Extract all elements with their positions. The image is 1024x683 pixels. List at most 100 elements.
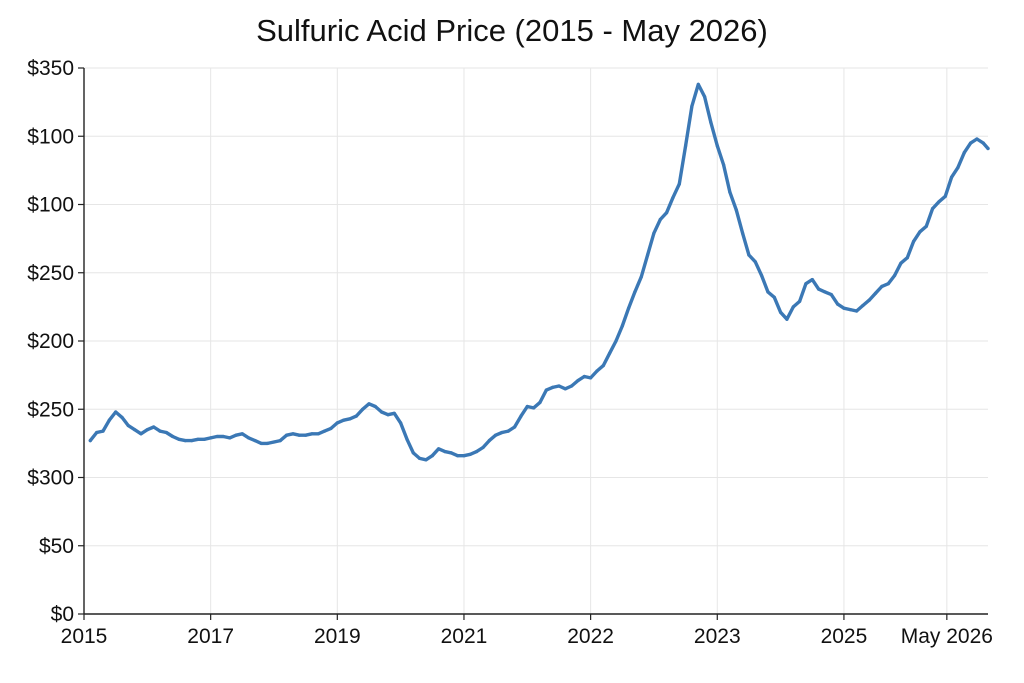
data-point-0-106 (760, 273, 764, 278)
x-tick-label-5: 2023 (694, 625, 741, 648)
data-point-0-124 (874, 291, 878, 295)
data-point-0-97 (703, 95, 707, 99)
data-point-0-4 (114, 410, 118, 414)
series-layer (88, 82, 990, 462)
data-point-0-104 (747, 253, 751, 257)
y-tick-label-6: $100 (27, 194, 74, 217)
data-point-0-26 (253, 439, 257, 443)
data-point-0-53 (424, 458, 428, 462)
x-tick-label-6: 2025 (821, 625, 868, 648)
data-point-0-20 (215, 434, 219, 439)
data-point-0-67 (513, 425, 517, 429)
data-point-0-70 (532, 406, 536, 410)
data-point-0-90 (658, 217, 662, 222)
data-point-0-123 (867, 298, 871, 302)
data-point-0-92 (671, 196, 675, 200)
data-point-0-5 (120, 415, 124, 419)
y-axis-ticks: $0 $50 $300 $250 $200 $250 $100 $100 $350 (27, 57, 84, 626)
data-point-0-102 (734, 208, 738, 212)
data-point-0-12 (164, 430, 168, 435)
data-point-0-93 (677, 182, 681, 186)
data-point-0-61 (475, 450, 479, 454)
data-point-0-63 (487, 439, 491, 443)
data-point-0-133 (931, 207, 935, 211)
x-tick-label-2: 2019 (314, 625, 361, 648)
data-point-0-28 (266, 441, 270, 445)
data-point-0-89 (652, 231, 656, 235)
data-point-0-46 (380, 410, 384, 414)
data-point-0-79 (589, 376, 593, 380)
data-point-0-59 (462, 454, 466, 458)
data-point-0-105 (753, 260, 757, 264)
data-point-0-111 (791, 305, 795, 309)
data-point-0-43 (361, 407, 365, 411)
gridlines (84, 67, 988, 614)
data-point-0-42 (354, 414, 358, 418)
data-point-0-119 (842, 306, 846, 310)
data-point-0-8 (139, 432, 143, 436)
data-point-0-58 (456, 454, 460, 458)
x-tick-label-4: 2022 (567, 625, 614, 648)
data-point-0-96 (696, 82, 700, 86)
data-point-0-103 (741, 231, 745, 235)
data-point-0-132 (924, 224, 928, 228)
data-point-0-30 (278, 439, 282, 443)
data-point-0-126 (886, 282, 890, 286)
data-point-0-101 (728, 190, 732, 194)
data-point-0-118 (836, 302, 840, 306)
data-point-0-115 (817, 287, 821, 291)
y-tick-label-3: $250 (27, 398, 74, 421)
data-point-0-140 (975, 137, 979, 141)
data-point-0-88 (646, 253, 650, 257)
data-point-0-134 (937, 200, 941, 204)
data-point-0-37 (323, 429, 327, 433)
y-tick-label-4: $200 (27, 330, 74, 353)
data-point-0-1 (95, 430, 99, 435)
chart-title: Sulfuric Acid Price (2015 - May 2026) (256, 13, 768, 48)
data-point-0-78 (582, 374, 586, 379)
data-point-0-141 (981, 141, 985, 145)
data-point-0-109 (779, 310, 783, 314)
data-point-0-77 (576, 379, 580, 383)
data-point-0-75 (563, 387, 567, 391)
data-point-0-112 (798, 299, 802, 303)
data-point-0-69 (525, 404, 529, 409)
data-point-0-95 (690, 104, 694, 108)
data-point-0-94 (684, 144, 688, 148)
data-point-0-32 (291, 432, 295, 436)
data-point-0-122 (861, 303, 865, 308)
data-point-0-7 (133, 428, 137, 432)
data-point-0-54 (430, 454, 434, 458)
data-point-0-99 (715, 144, 719, 148)
data-point-0-121 (855, 309, 859, 313)
data-point-0-14 (177, 437, 181, 441)
data-point-0-29 (272, 440, 276, 444)
data-point-0-24 (240, 432, 244, 436)
data-point-0-27 (259, 441, 263, 445)
data-point-0-10 (152, 425, 156, 429)
data-point-0-56 (443, 450, 447, 454)
data-point-0-65 (500, 430, 504, 435)
data-point-0-0 (88, 439, 92, 443)
data-point-0-34 (304, 433, 308, 437)
data-point-0-137 (956, 166, 960, 170)
data-point-0-83 (614, 339, 618, 343)
data-point-0-55 (437, 447, 441, 451)
data-point-0-76 (570, 384, 574, 388)
data-point-0-25 (247, 436, 251, 440)
data-point-0-127 (893, 273, 897, 278)
data-point-0-125 (880, 284, 884, 288)
data-point-0-80 (595, 369, 599, 373)
data-point-0-98 (709, 121, 713, 125)
y-tick-label-0: $0 (51, 603, 74, 626)
data-point-0-35 (310, 432, 314, 436)
data-point-0-3 (107, 418, 111, 422)
y-tick-label-1: $50 (39, 535, 74, 558)
data-point-0-36 (316, 432, 320, 436)
data-point-0-110 (785, 317, 789, 321)
data-point-0-84 (620, 324, 624, 328)
data-point-0-15 (183, 439, 187, 443)
data-point-0-17 (196, 437, 200, 441)
data-point-0-117 (829, 293, 833, 297)
